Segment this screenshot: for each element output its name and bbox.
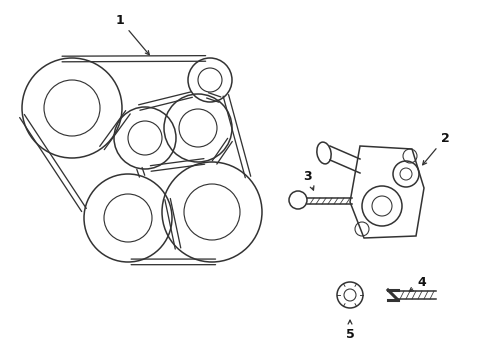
Text: 1: 1 bbox=[115, 14, 149, 55]
Text: 2: 2 bbox=[422, 131, 448, 165]
Text: 5: 5 bbox=[345, 320, 354, 341]
Text: 4: 4 bbox=[408, 275, 426, 292]
Text: 3: 3 bbox=[303, 170, 313, 190]
